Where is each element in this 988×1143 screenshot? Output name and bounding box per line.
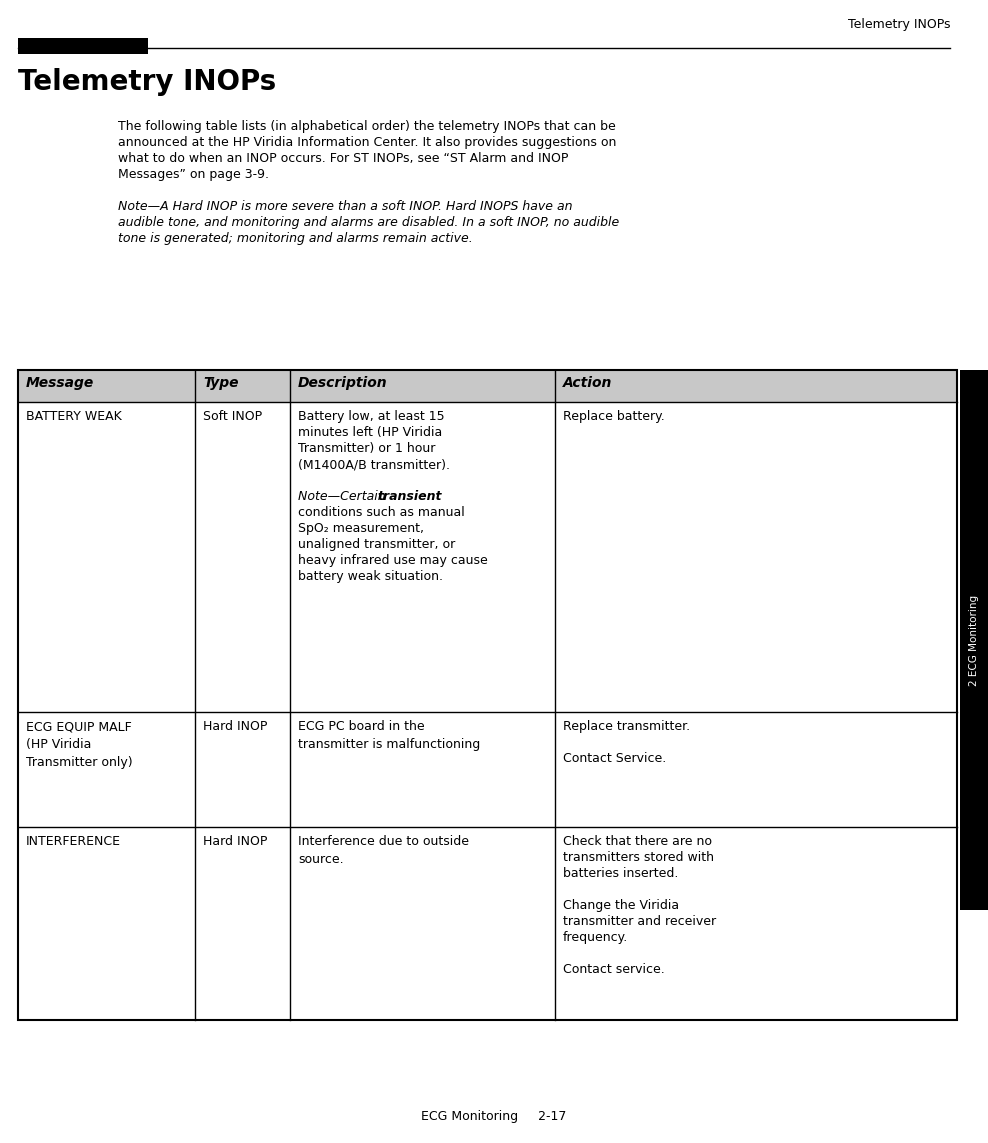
Text: Replace battery.: Replace battery. bbox=[563, 410, 665, 423]
Text: Note—Certain: Note—Certain bbox=[298, 490, 389, 503]
Text: Hard INOP: Hard INOP bbox=[203, 720, 268, 733]
Text: ECG PC board in the
transmitter is malfunctioning: ECG PC board in the transmitter is malfu… bbox=[298, 720, 480, 751]
Text: Battery low, at least 15: Battery low, at least 15 bbox=[298, 410, 445, 423]
Text: what to do when an INOP occurs. For ST INOPs, see “ST Alarm and INOP: what to do when an INOP occurs. For ST I… bbox=[118, 152, 568, 165]
Bar bbox=[18, 370, 957, 1020]
Text: heavy infrared use may cause: heavy infrared use may cause bbox=[298, 554, 488, 567]
Text: Type: Type bbox=[203, 376, 238, 390]
Text: (M1400A/B transmitter).: (M1400A/B transmitter). bbox=[298, 458, 450, 471]
Text: Message: Message bbox=[26, 376, 94, 390]
Text: Change the Viridia: Change the Viridia bbox=[563, 900, 679, 912]
Text: battery weak situation.: battery weak situation. bbox=[298, 570, 443, 583]
Text: unaligned transmitter, or: unaligned transmitter, or bbox=[298, 538, 455, 551]
Text: Interference due to outside
source.: Interference due to outside source. bbox=[298, 836, 469, 866]
Text: Note—A Hard INOP is more severe than a soft INOP. Hard INOPS have an: Note—A Hard INOP is more severe than a s… bbox=[118, 200, 572, 213]
Text: BATTERY WEAK: BATTERY WEAK bbox=[26, 410, 122, 423]
Text: Replace transmitter.: Replace transmitter. bbox=[563, 720, 691, 733]
Text: transmitters stored with: transmitters stored with bbox=[563, 852, 714, 864]
Text: minutes left (HP Viridia: minutes left (HP Viridia bbox=[298, 426, 443, 439]
Bar bbox=[18, 38, 148, 54]
Text: Telemetry INOPs: Telemetry INOPs bbox=[18, 67, 277, 96]
Text: ECG Monitoring     2-17: ECG Monitoring 2-17 bbox=[421, 1110, 567, 1124]
Text: Check that there are no: Check that there are no bbox=[563, 836, 712, 848]
Bar bbox=[960, 370, 988, 910]
Text: Description: Description bbox=[298, 376, 387, 390]
Text: audible tone, and monitoring and alarms are disabled. In a soft INOP, no audible: audible tone, and monitoring and alarms … bbox=[118, 216, 619, 229]
Text: 2 ECG Monitoring: 2 ECG Monitoring bbox=[969, 594, 979, 686]
Text: batteries inserted.: batteries inserted. bbox=[563, 868, 679, 880]
Text: tone is generated; monitoring and alarms remain active.: tone is generated; monitoring and alarms… bbox=[118, 232, 472, 245]
Text: Transmitter) or 1 hour: Transmitter) or 1 hour bbox=[298, 442, 436, 455]
Text: Soft INOP: Soft INOP bbox=[203, 410, 262, 423]
Text: transient: transient bbox=[377, 490, 442, 503]
Bar bbox=[18, 370, 957, 402]
Text: Contact Service.: Contact Service. bbox=[563, 752, 666, 765]
Text: SpO₂ measurement,: SpO₂ measurement, bbox=[298, 522, 424, 535]
Text: Action: Action bbox=[563, 376, 613, 390]
Text: Messages” on page 3-9.: Messages” on page 3-9. bbox=[118, 168, 269, 181]
Text: Contact service.: Contact service. bbox=[563, 964, 665, 976]
Text: The following table lists (in alphabetical order) the telemetry INOPs that can b: The following table lists (in alphabetic… bbox=[118, 120, 616, 133]
Text: ECG EQUIP MALF
(HP Viridia
Transmitter only): ECG EQUIP MALF (HP Viridia Transmitter o… bbox=[26, 720, 132, 769]
Text: Telemetry INOPs: Telemetry INOPs bbox=[848, 18, 950, 31]
Text: INTERFERENCE: INTERFERENCE bbox=[26, 836, 121, 848]
Text: conditions such as manual: conditions such as manual bbox=[298, 506, 464, 519]
Text: announced at the HP Viridia Information Center. It also provides suggestions on: announced at the HP Viridia Information … bbox=[118, 136, 617, 149]
Text: Hard INOP: Hard INOP bbox=[203, 836, 268, 848]
Text: transmitter and receiver: transmitter and receiver bbox=[563, 916, 716, 928]
Text: frequency.: frequency. bbox=[563, 932, 628, 944]
